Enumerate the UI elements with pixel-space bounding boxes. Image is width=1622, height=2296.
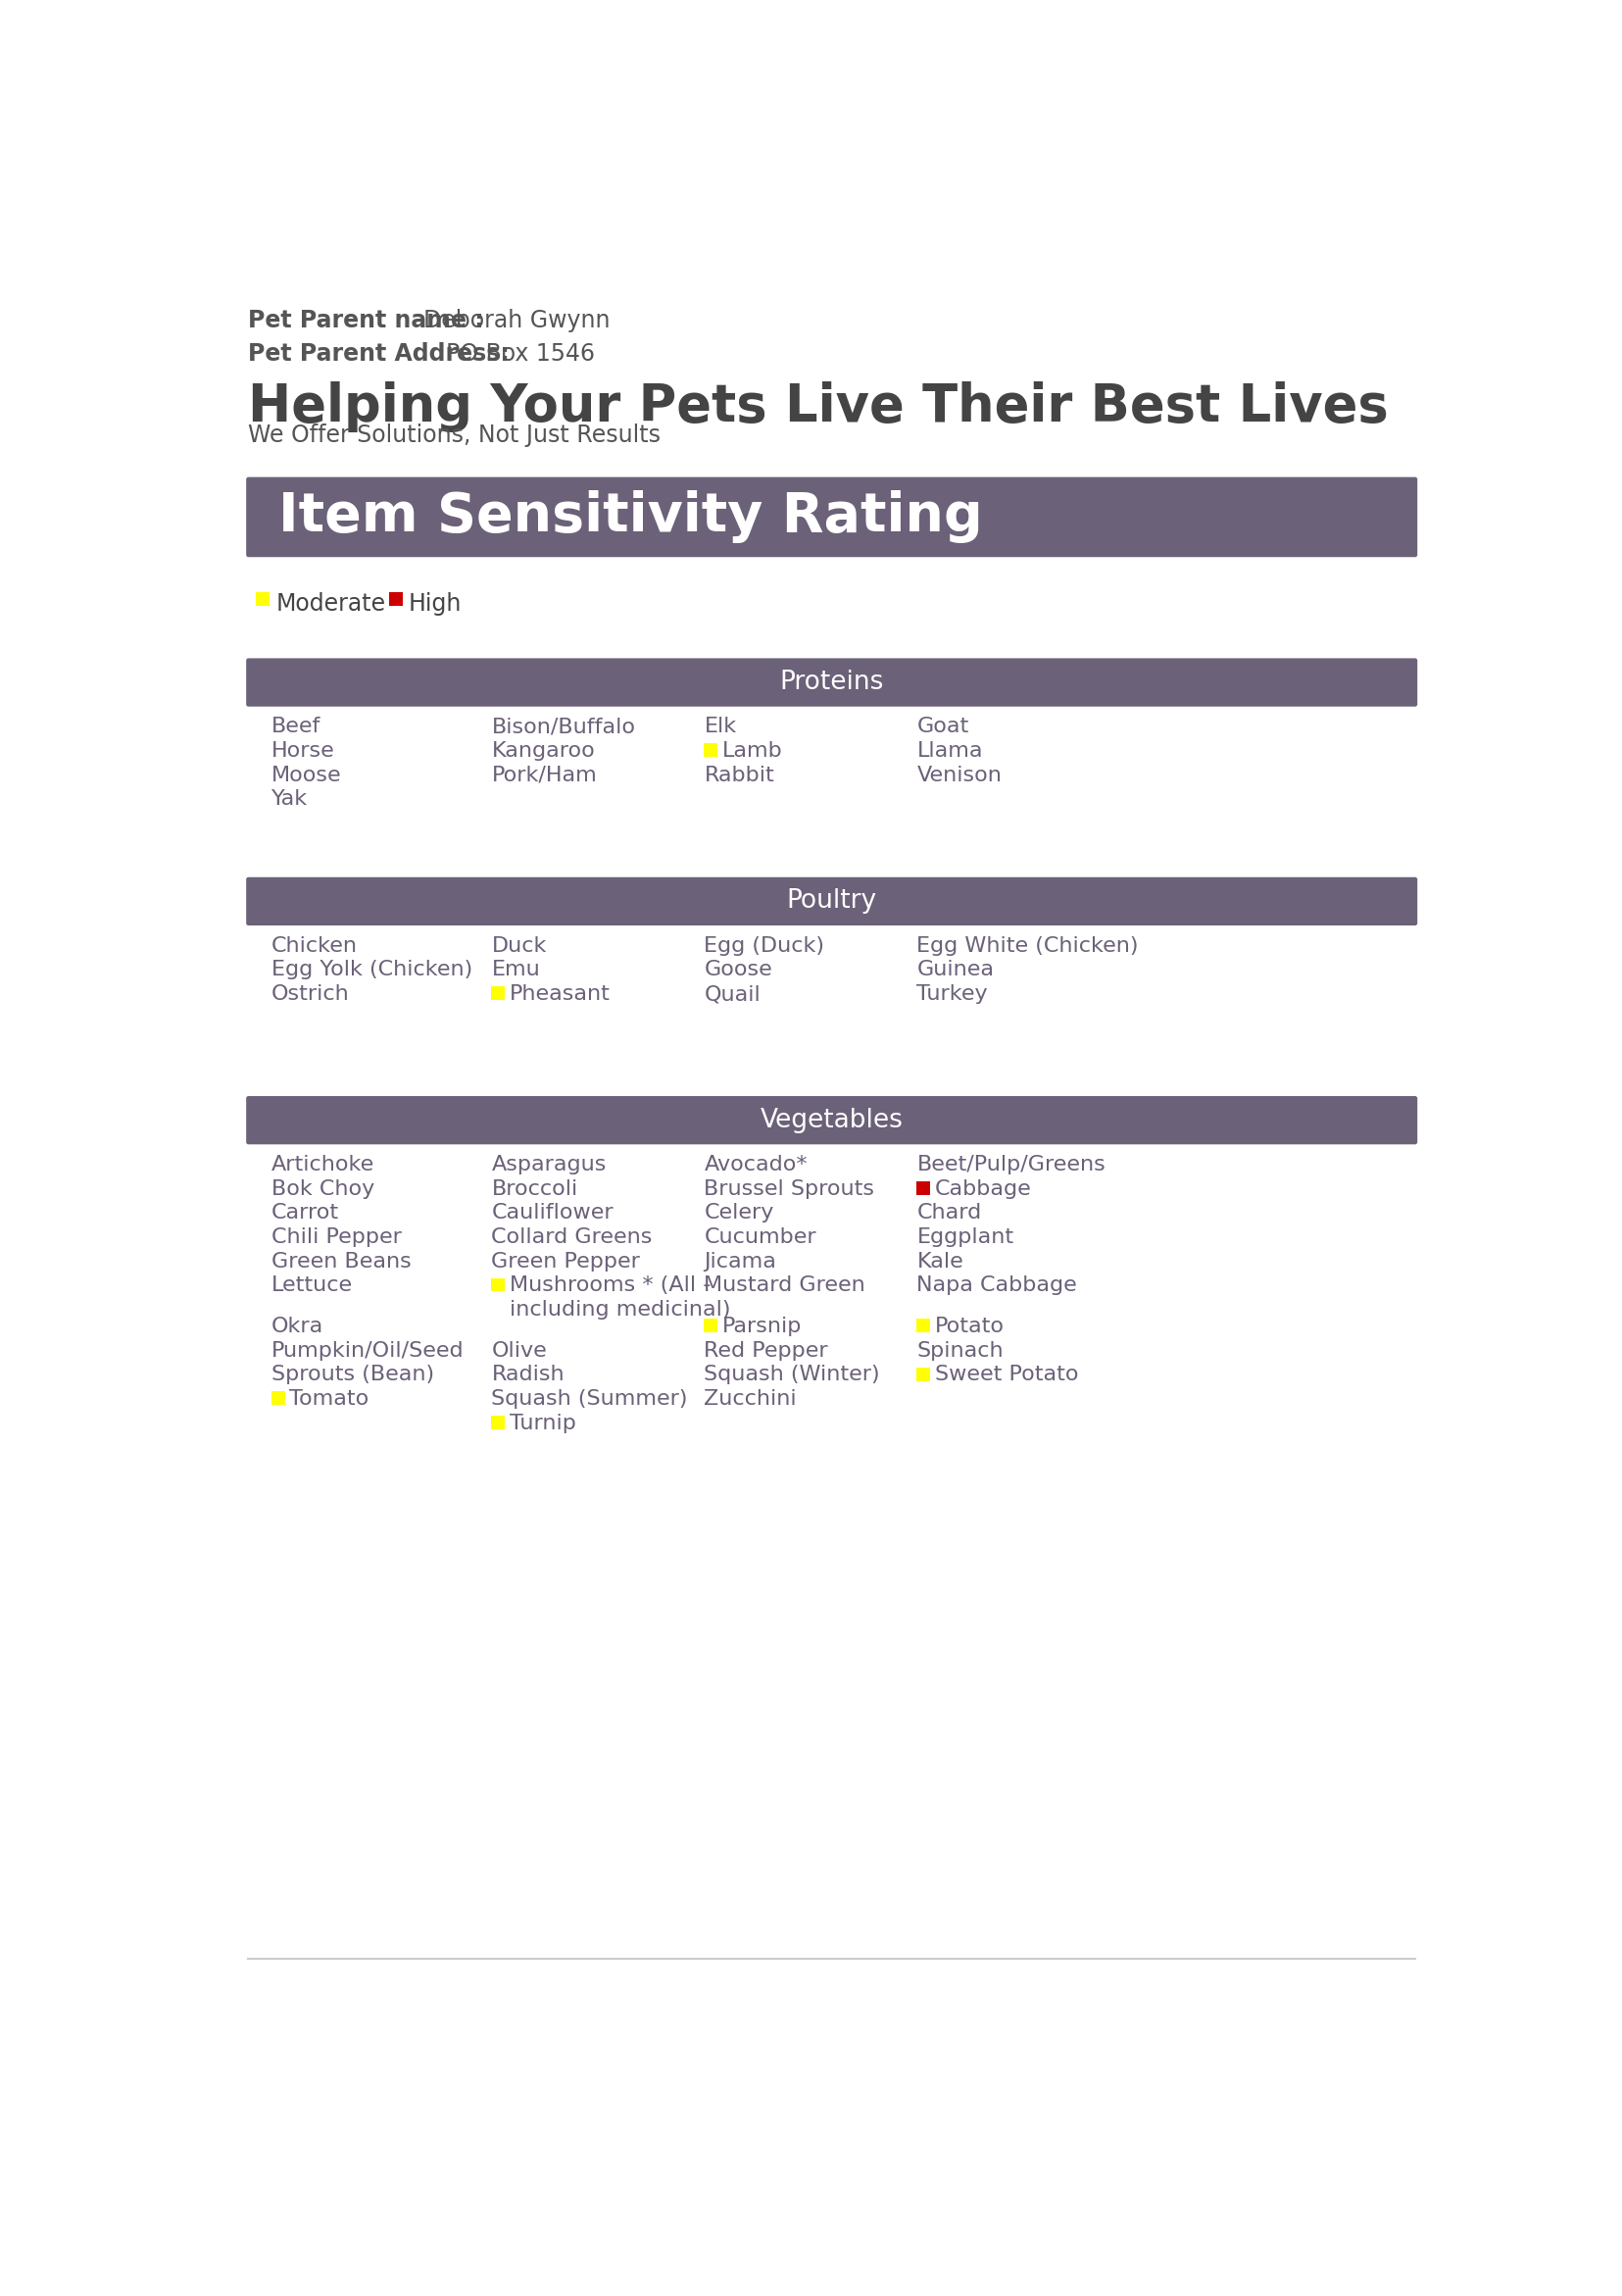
Text: Cucumber: Cucumber [704, 1228, 816, 1247]
Text: Chard: Chard [916, 1203, 981, 1224]
Text: Proteins: Proteins [779, 670, 884, 696]
FancyBboxPatch shape [247, 478, 1416, 558]
Bar [704, 744, 717, 758]
Bar [916, 1320, 929, 1332]
Text: Mushrooms * (All -: Mushrooms * (All - [509, 1277, 710, 1295]
Text: Poultry: Poultry [787, 889, 876, 914]
Bar [271, 1391, 285, 1405]
Text: Kale: Kale [916, 1251, 963, 1272]
Bar [256, 592, 269, 606]
Text: Yak: Yak [271, 790, 308, 808]
Text: Celery: Celery [704, 1203, 774, 1224]
Text: Avocado*: Avocado* [704, 1155, 808, 1176]
Bar [704, 1320, 717, 1332]
Text: Vegetables: Vegetables [759, 1107, 903, 1132]
Text: Napa Cabbage: Napa Cabbage [916, 1277, 1077, 1295]
Text: Kangaroo: Kangaroo [491, 742, 595, 760]
Text: Pumpkin/Oil/Seed: Pumpkin/Oil/Seed [271, 1341, 464, 1362]
Text: Turnip: Turnip [509, 1414, 576, 1433]
Text: PO Box 1546: PO Box 1546 [446, 342, 595, 365]
Bar [491, 1417, 504, 1430]
Text: Emu: Emu [491, 960, 540, 980]
Text: Squash (Winter): Squash (Winter) [704, 1366, 879, 1384]
Text: Bok Choy: Bok Choy [271, 1180, 375, 1199]
Text: Duck: Duck [491, 937, 547, 955]
Text: Green Pepper: Green Pepper [491, 1251, 641, 1272]
Text: Egg White (Chicken): Egg White (Chicken) [916, 937, 1139, 955]
Text: Llama: Llama [916, 742, 983, 760]
Bar [916, 1368, 929, 1380]
Bar [389, 592, 402, 606]
Text: Elk: Elk [704, 716, 736, 737]
Bar [916, 1182, 929, 1194]
Text: Chili Pepper: Chili Pepper [271, 1228, 401, 1247]
Text: Venison: Venison [916, 765, 1001, 785]
Text: Potato: Potato [934, 1318, 1004, 1336]
Text: We Offer Solutions, Not Just Results: We Offer Solutions, Not Just Results [248, 422, 660, 448]
Text: Moderate: Moderate [276, 592, 386, 615]
Text: Collard Greens: Collard Greens [491, 1228, 652, 1247]
Text: Rabbit: Rabbit [704, 765, 774, 785]
Text: Parsnip: Parsnip [722, 1318, 801, 1336]
Text: Carrot: Carrot [271, 1203, 339, 1224]
Text: Radish: Radish [491, 1366, 564, 1384]
FancyBboxPatch shape [247, 659, 1416, 707]
Text: Spinach: Spinach [916, 1341, 1002, 1362]
Text: Jicama: Jicama [704, 1251, 775, 1272]
Text: Item Sensitivity Rating: Item Sensitivity Rating [279, 491, 983, 544]
Text: Turkey: Turkey [916, 985, 988, 1003]
Text: Moose: Moose [271, 765, 341, 785]
Text: High: High [409, 592, 462, 615]
Text: Chicken: Chicken [271, 937, 357, 955]
Text: Goose: Goose [704, 960, 772, 980]
Text: Goat: Goat [916, 716, 968, 737]
Text: Bison/Buffalo: Bison/Buffalo [491, 716, 636, 737]
Text: Horse: Horse [271, 742, 334, 760]
FancyBboxPatch shape [247, 1095, 1416, 1143]
Text: Helping Your Pets Live Their Best Lives: Helping Your Pets Live Their Best Lives [248, 381, 1388, 432]
Text: Green Beans: Green Beans [271, 1251, 410, 1272]
Text: Pet Parent Address:: Pet Parent Address: [248, 342, 517, 365]
Text: Cabbage: Cabbage [934, 1180, 1032, 1199]
Text: Lamb: Lamb [722, 742, 782, 760]
Text: Quail: Quail [704, 985, 761, 1003]
Text: Ostrich: Ostrich [271, 985, 349, 1003]
Text: Zucchini: Zucchini [704, 1389, 796, 1410]
Text: Asparagus: Asparagus [491, 1155, 607, 1176]
Text: Squash (Summer): Squash (Summer) [491, 1389, 688, 1410]
Text: Deborah Gwynn: Deborah Gwynn [423, 308, 610, 333]
Text: Eggplant: Eggplant [916, 1228, 1014, 1247]
Text: Olive: Olive [491, 1341, 547, 1362]
Text: Brussel Sprouts: Brussel Sprouts [704, 1180, 874, 1199]
Text: Cauliflower: Cauliflower [491, 1203, 613, 1224]
Text: Egg Yolk (Chicken): Egg Yolk (Chicken) [271, 960, 472, 980]
Text: Pork/Ham: Pork/Ham [491, 765, 597, 785]
Text: Lettuce: Lettuce [271, 1277, 352, 1295]
Text: Artichoke: Artichoke [271, 1155, 375, 1176]
Text: Red Pepper: Red Pepper [704, 1341, 827, 1362]
Bar [491, 987, 504, 1001]
Text: Beef: Beef [271, 716, 321, 737]
Bar [491, 1279, 504, 1293]
Text: Tomato: Tomato [289, 1389, 368, 1410]
Text: Sweet Potato: Sweet Potato [934, 1366, 1079, 1384]
Text: Guinea: Guinea [916, 960, 994, 980]
Text: Pheasant: Pheasant [509, 985, 610, 1003]
Text: Egg (Duck): Egg (Duck) [704, 937, 824, 955]
Text: Broccoli: Broccoli [491, 1180, 577, 1199]
Text: including medicinal): including medicinal) [509, 1300, 730, 1320]
FancyBboxPatch shape [247, 877, 1416, 925]
Text: Mustard Green: Mustard Green [704, 1277, 865, 1295]
Text: Pet Parent name :: Pet Parent name : [248, 308, 491, 333]
Text: Sprouts (Bean): Sprouts (Bean) [271, 1366, 433, 1384]
Text: Okra: Okra [271, 1318, 323, 1336]
Text: Beet/Pulp/Greens: Beet/Pulp/Greens [916, 1155, 1105, 1176]
